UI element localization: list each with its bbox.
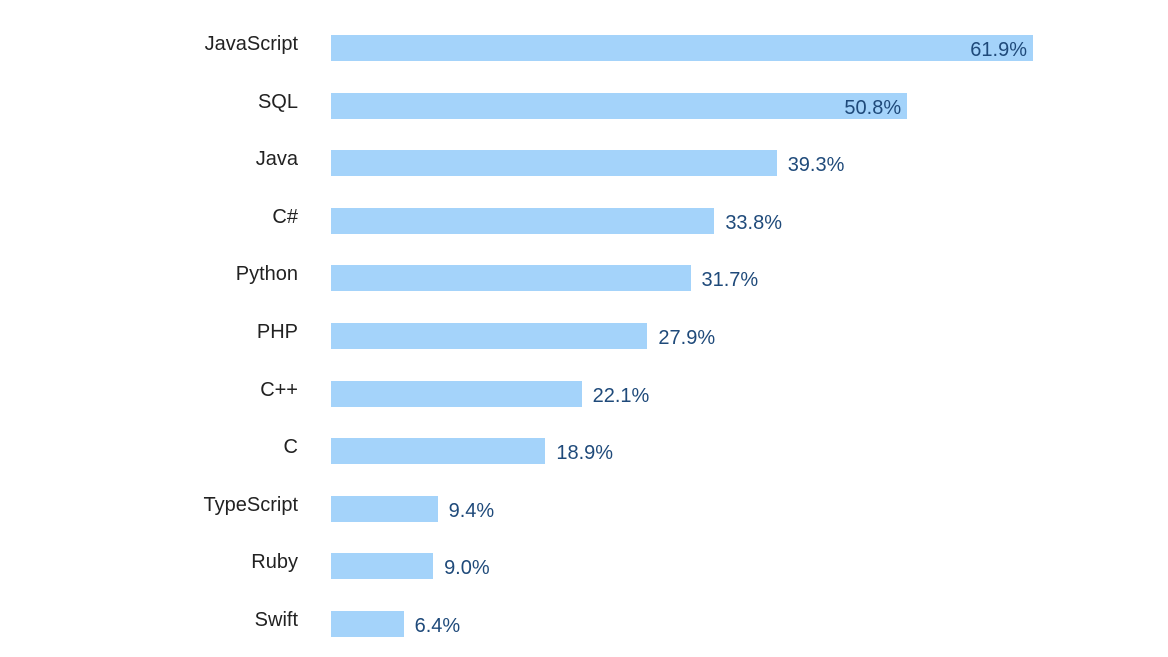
bar-row: Python 31.7% xyxy=(0,263,1168,292)
bar xyxy=(331,265,691,292)
category-label: PHP xyxy=(256,321,298,343)
bar-row: C 18.9% xyxy=(0,436,1168,465)
value-label: 18.9% xyxy=(556,442,614,465)
category-label: TypeScript xyxy=(203,493,298,516)
value-label: 27.9% xyxy=(658,327,716,349)
bar-row: C++ 22.1% xyxy=(0,379,1168,407)
category-label: SQL xyxy=(257,90,298,113)
bar xyxy=(331,553,434,580)
bar xyxy=(331,495,438,522)
bar xyxy=(331,380,582,407)
category-label: C xyxy=(283,436,298,459)
bar xyxy=(331,438,546,465)
bar-row: PHP 27.9% xyxy=(0,321,1168,349)
category-label: C# xyxy=(272,205,298,228)
value-label: 22.1% xyxy=(592,384,650,407)
bar-row: TypeScript 9.4% xyxy=(0,494,1168,522)
value-label: 50.8% xyxy=(844,96,902,119)
value-label: 6.4% xyxy=(414,615,461,637)
bar xyxy=(331,323,648,349)
value-label: 61.9% xyxy=(970,39,1027,61)
value-label: 33.8% xyxy=(725,211,783,234)
bar-row: Swift 6.4% xyxy=(0,609,1168,637)
category-label: C++ xyxy=(260,378,298,401)
value-label: 31.7% xyxy=(701,269,759,292)
bar-row: JavaScript 61.9% xyxy=(0,33,1168,61)
category-label: Ruby xyxy=(251,551,298,574)
category-label: Java xyxy=(255,148,298,171)
bar-row: Ruby 9.0% xyxy=(0,551,1168,580)
bar-row: C# 33.8% xyxy=(0,206,1168,234)
bar xyxy=(331,611,404,637)
value-label: 39.3% xyxy=(787,154,845,177)
value-label: 9.4% xyxy=(448,499,495,522)
category-label: Swift xyxy=(254,609,298,631)
category-label: JavaScript xyxy=(204,33,298,55)
category-label: Python xyxy=(235,263,298,286)
bar xyxy=(331,92,908,119)
bar xyxy=(331,207,715,234)
bar-row: Java 39.3% xyxy=(0,148,1168,177)
value-label: 9.0% xyxy=(444,557,490,580)
bar xyxy=(331,35,1033,61)
bar xyxy=(331,150,777,177)
bar-row: SQL 50.8% xyxy=(0,91,1168,119)
